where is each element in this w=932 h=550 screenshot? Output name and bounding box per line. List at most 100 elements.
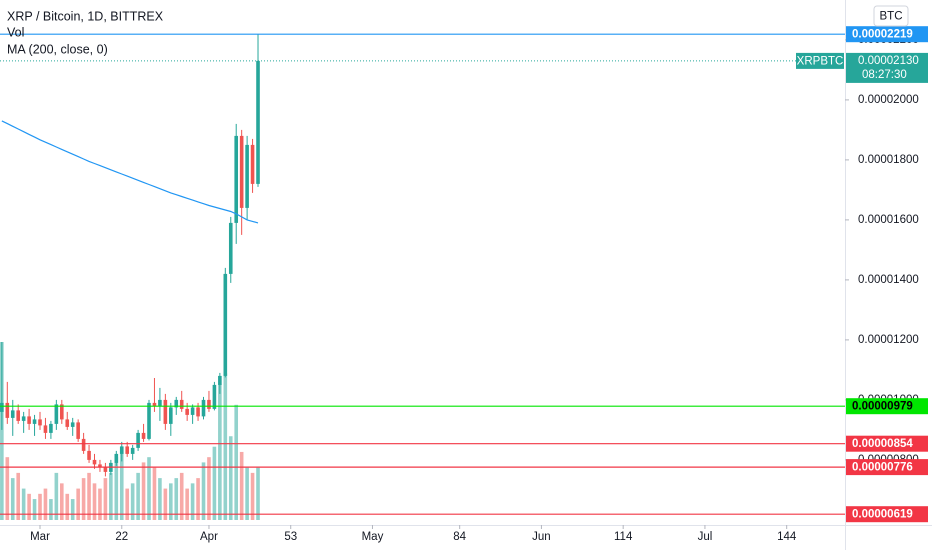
candle-body	[32, 419, 37, 424]
candle-body	[98, 464, 102, 468]
volume-bar	[169, 483, 173, 520]
candle-body	[10, 410, 15, 418]
candle-body	[250, 144, 255, 184]
x-tick-label: 22	[115, 531, 128, 543]
volume-bar	[245, 467, 249, 520]
volume-bar	[65, 493, 70, 520]
candle-body	[256, 60, 260, 184]
volume-bar	[60, 483, 64, 520]
volume-bar	[70, 499, 75, 520]
volume-bar	[250, 472, 255, 520]
price-line-label-bg	[846, 398, 928, 415]
price-line-label: 0.00002219	[852, 29, 913, 41]
currency-button[interactable]	[873, 5, 909, 27]
volume-bar	[218, 383, 222, 520]
candle-body	[163, 399, 168, 424]
y-tick-label: 0.00002000	[858, 94, 919, 106]
price-line-label: 0.00000619	[852, 509, 913, 521]
price-line-label: 0.00000776	[852, 462, 913, 474]
candle-body	[207, 399, 211, 409]
candle-body	[218, 375, 222, 385]
volume-bar	[256, 467, 260, 520]
candle-body	[136, 432, 140, 448]
candle-body	[5, 402, 10, 418]
candle-body	[70, 422, 75, 427]
candle-body	[174, 399, 179, 408]
price-line-label-bg	[846, 26, 928, 43]
volume-bar	[141, 462, 146, 520]
candle-body	[158, 399, 162, 406]
candle-body	[228, 222, 233, 274]
volume-bar	[21, 488, 26, 520]
x-tick-label: 53	[284, 531, 297, 543]
volume-bar	[0, 342, 4, 520]
candle-body	[76, 422, 80, 439]
candle-body	[245, 144, 249, 208]
candle-body	[49, 423, 53, 433]
candle-body	[38, 419, 42, 426]
volume-bar	[196, 478, 200, 520]
volume-bar	[38, 493, 42, 520]
axis-labels: 0.000008000.000010000.000012000.00001400…	[30, 26, 928, 543]
candle-body	[54, 404, 59, 424]
candle-body	[0, 402, 4, 412]
volume-bar	[32, 499, 37, 520]
candle-body	[179, 399, 184, 409]
candle-body	[21, 416, 26, 421]
x-tick-label: 144	[777, 531, 797, 543]
candle-body	[130, 447, 135, 454]
candle-body	[81, 438, 86, 451]
volume-bar	[152, 467, 157, 520]
chart-title: XRP / Bitcoin, 1D, BITTREX	[7, 9, 164, 23]
candle-body	[147, 402, 151, 439]
volume-bar	[92, 483, 97, 520]
currency-label[interactable]: BTC	[880, 11, 903, 23]
candle-body	[43, 425, 48, 433]
x-tick-label: 114	[614, 531, 633, 543]
candle-body	[103, 467, 108, 472]
volume-bar	[190, 483, 195, 520]
candle-body	[92, 459, 97, 465]
volume-bar	[228, 436, 233, 520]
volume-bar	[119, 446, 124, 520]
price-line-label-bg	[846, 506, 928, 523]
candle-body	[114, 453, 119, 463]
volume-bar	[81, 478, 86, 520]
y-tick-label: 0.00001600	[858, 214, 919, 226]
volume-bar	[109, 472, 113, 520]
indicator-label: MA (200, close, 0)	[7, 42, 108, 56]
indicator-label: Vol	[7, 25, 24, 39]
volume-bar	[16, 472, 21, 520]
volume-bar	[5, 457, 10, 520]
symbol-label: XRPBTC	[797, 55, 844, 67]
volume-bar	[201, 462, 206, 520]
candle-body	[185, 408, 189, 415]
volume-bar	[103, 478, 108, 520]
x-tick-label: Apr	[200, 531, 218, 543]
candle-body	[201, 399, 206, 417]
volume-bar	[54, 472, 59, 520]
volume-bar	[49, 499, 53, 520]
last-price-label-bg	[846, 52, 928, 83]
candle-body	[27, 416, 31, 424]
price-line-label: 0.00000854	[852, 438, 913, 450]
x-tick-label: Jun	[532, 531, 551, 543]
y-tick-label: 0.00001800	[858, 154, 919, 166]
volume-bar	[76, 488, 80, 520]
x-tick-label: May	[362, 531, 384, 543]
ma-line	[1, 120, 259, 224]
price-line-label-bg	[846, 459, 928, 476]
candle-body	[239, 135, 244, 208]
volume-bar	[207, 457, 211, 520]
candle-body	[152, 402, 157, 406]
volume-bar	[130, 483, 135, 520]
candle-body	[65, 419, 70, 427]
candle-body	[87, 450, 91, 460]
candle-body	[125, 446, 130, 454]
y-tick-label: 0.00001200	[858, 334, 919, 346]
volume-bar	[147, 457, 151, 520]
volume-bar	[239, 451, 244, 520]
candle-body	[190, 407, 195, 415]
